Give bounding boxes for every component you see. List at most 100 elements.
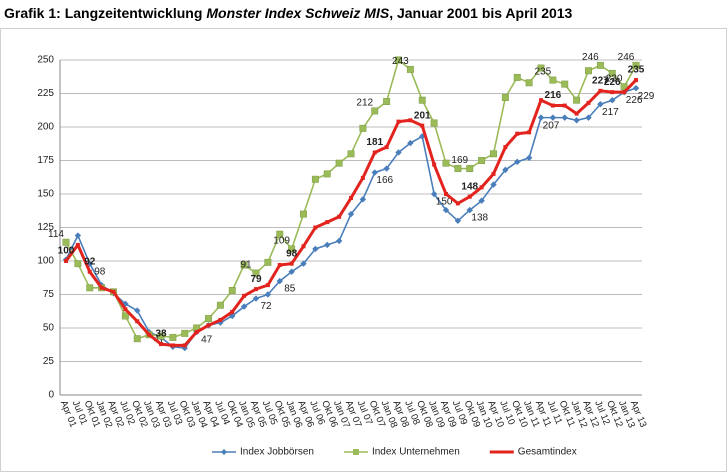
data-label: 85 — [284, 284, 296, 295]
point — [181, 344, 188, 352]
data-label: 229 — [638, 91, 655, 102]
point — [252, 269, 260, 277]
point — [466, 165, 474, 172]
y-tick-label: 250 — [37, 55, 54, 66]
point — [311, 175, 319, 183]
data-label: 38 — [155, 329, 167, 340]
data-label: 212 — [356, 98, 373, 109]
data-label: 72 — [260, 301, 272, 312]
point — [430, 119, 438, 127]
point — [75, 242, 80, 247]
point — [99, 285, 104, 290]
data-label: 227 — [592, 75, 609, 86]
data-label: 246 — [618, 52, 635, 63]
data-label: 79 — [250, 274, 262, 285]
point — [549, 76, 557, 84]
point — [325, 220, 330, 225]
data-label: 246 — [582, 52, 599, 63]
point — [169, 333, 177, 341]
point — [230, 309, 235, 314]
point — [632, 84, 640, 92]
point — [123, 307, 128, 312]
point — [289, 261, 294, 266]
point — [420, 123, 425, 128]
point — [513, 73, 521, 81]
point — [549, 114, 557, 121]
data-label: 98 — [94, 266, 106, 277]
point — [525, 154, 533, 162]
point — [384, 145, 389, 150]
point — [371, 107, 379, 115]
point — [539, 98, 543, 103]
point — [276, 230, 284, 238]
point — [87, 269, 92, 274]
point — [301, 244, 306, 249]
point — [527, 130, 532, 135]
point — [218, 317, 223, 322]
point — [585, 114, 592, 121]
point — [454, 165, 462, 172]
point — [585, 67, 592, 75]
point — [252, 295, 260, 302]
point — [610, 90, 615, 95]
point — [240, 261, 248, 269]
point — [444, 192, 448, 196]
point — [254, 287, 258, 292]
legend-label: Gesamtindex — [518, 447, 577, 458]
point — [240, 303, 248, 310]
legend-label: Index Unternehmen — [372, 447, 460, 458]
point — [347, 210, 355, 218]
point — [515, 131, 520, 136]
point — [349, 196, 353, 201]
point — [206, 323, 211, 328]
point — [537, 114, 545, 121]
point — [277, 263, 282, 268]
point — [632, 61, 640, 69]
point — [467, 194, 472, 199]
point — [205, 315, 212, 323]
data-label: 47 — [154, 335, 166, 346]
point — [479, 185, 484, 190]
point — [562, 103, 567, 108]
data-label: 217 — [602, 107, 619, 118]
y-tick-label: 0 — [48, 390, 54, 401]
point — [74, 260, 82, 268]
data-label: 181 — [366, 137, 383, 148]
point — [74, 232, 82, 239]
data-label: 98 — [286, 248, 298, 259]
point — [335, 159, 343, 167]
point — [408, 118, 413, 123]
point — [490, 150, 497, 158]
point — [111, 289, 116, 294]
point — [159, 342, 163, 347]
data-label: 235 — [535, 67, 552, 78]
point — [478, 157, 486, 164]
point — [622, 90, 627, 95]
point — [525, 79, 533, 87]
point — [217, 319, 224, 326]
data-label: 226 — [626, 95, 643, 106]
point — [432, 162, 437, 167]
point — [406, 65, 414, 73]
point — [609, 97, 616, 104]
data-label: 138 — [471, 213, 488, 224]
point — [264, 258, 272, 266]
point — [359, 196, 367, 203]
point — [182, 343, 187, 348]
point — [550, 103, 555, 108]
point — [288, 245, 296, 253]
point — [170, 343, 175, 348]
point — [490, 181, 497, 188]
legend-marker — [352, 449, 359, 455]
point — [407, 139, 414, 147]
y-tick-label: 100 — [37, 256, 54, 267]
point — [86, 284, 94, 292]
point — [537, 64, 545, 72]
y-tick-label: 225 — [37, 88, 54, 99]
data-label: 216 — [545, 90, 562, 101]
point — [62, 238, 70, 246]
point — [573, 117, 580, 124]
point — [242, 293, 247, 298]
point — [598, 88, 603, 93]
